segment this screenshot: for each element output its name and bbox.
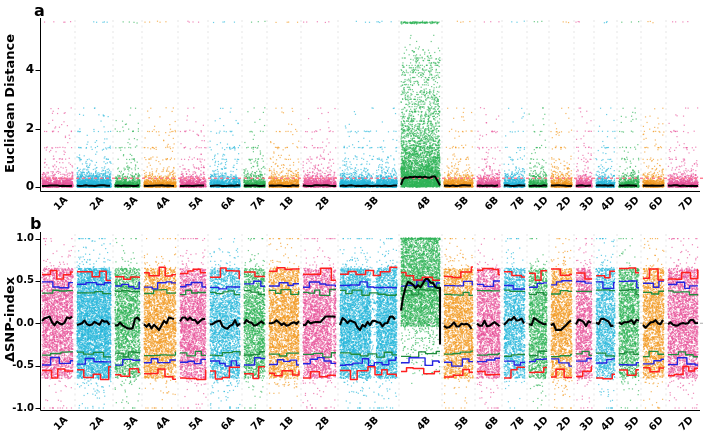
panel-a-ytick: 4 — [4, 62, 34, 76]
panel-a-ytick: 2 — [4, 121, 34, 135]
panel-b-ytick: 0.5 — [4, 274, 34, 285]
panel-b-ytick: 0.0 — [4, 317, 34, 328]
panel-b-ytick: -0.5 — [4, 359, 34, 370]
manhattan-plot-canvas — [0, 0, 704, 433]
panel-b-ytick: 1.0 — [4, 232, 34, 243]
panel-b-label: b — [30, 214, 41, 233]
bsa-seq-figure: a b Euclidean Distance ΔSNP-index 0241.0… — [0, 0, 704, 433]
panel-a-ytick: 0 — [4, 179, 34, 193]
panel-a-label: a — [34, 1, 45, 20]
panel-b-ytick: -1.0 — [4, 402, 34, 413]
